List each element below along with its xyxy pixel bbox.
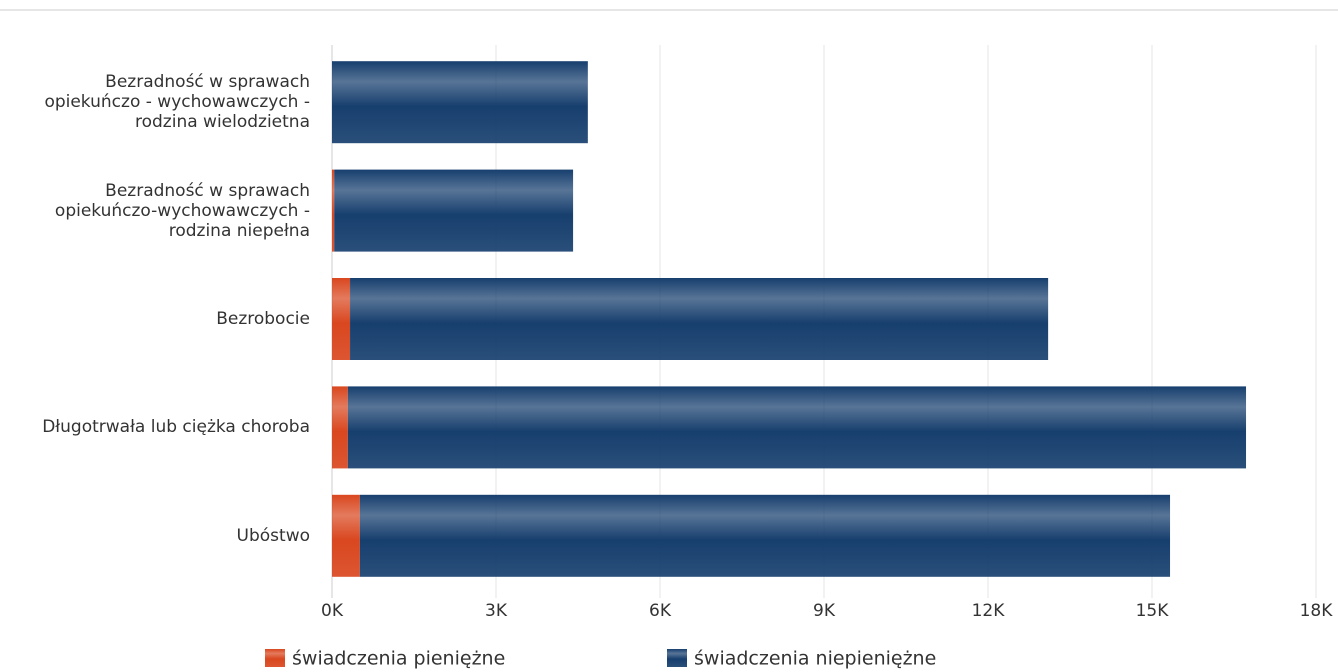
x-tick-label: 15K: [1136, 601, 1170, 621]
bar-segment: [350, 278, 1049, 360]
y-tick-label: Bezrobocie: [216, 309, 310, 329]
y-tick-label: Bezradność w sprawach opiekuńczo - wycho…: [44, 72, 310, 133]
x-tick-label: 9K: [813, 601, 836, 621]
legend-label: świadczenia niepieniężne: [694, 648, 936, 670]
y-tick-label: Ubóstwo: [236, 525, 310, 546]
y-tick-label: Długotrwała lub ciężka choroba: [42, 417, 310, 438]
x-tick-label: 0K: [321, 601, 344, 621]
bar-segment: [347, 386, 1247, 469]
bar-segment: [332, 386, 348, 469]
legend-swatch: [265, 649, 285, 667]
bar-segment: [332, 169, 335, 252]
x-tick-label: 6K: [649, 601, 672, 621]
legend-swatch: [667, 649, 687, 667]
x-tick-label: 3K: [485, 601, 508, 621]
legend-label: świadczenia pieniężne: [292, 648, 505, 670]
y-tick-label: Bezradność w sprawach opiekuńczo-wychowa…: [54, 180, 310, 241]
x-tick-label: 12K: [972, 601, 1006, 621]
bar-segment: [334, 169, 574, 252]
bar-segment: [332, 494, 360, 577]
x-tick-label: 18K: [1300, 601, 1334, 621]
bar-segment: [332, 278, 351, 360]
bar-segment: [359, 494, 1171, 577]
bar-segment: [332, 61, 588, 144]
